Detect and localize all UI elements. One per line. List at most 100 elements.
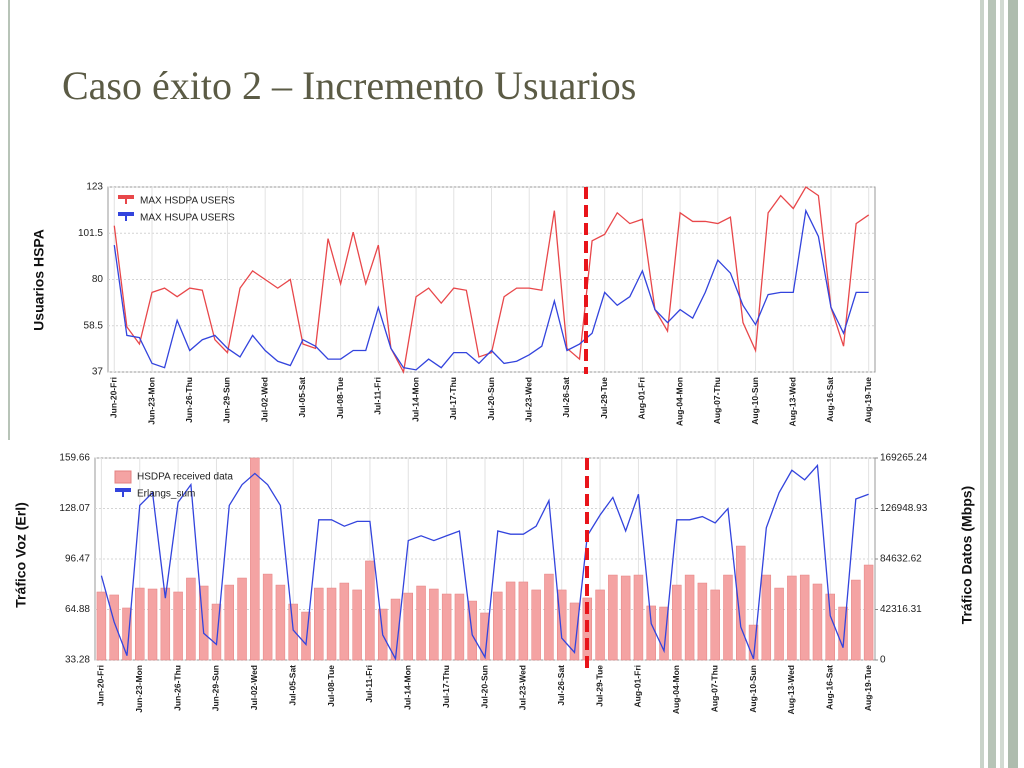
y-tick-label: 96.47 <box>65 554 90 565</box>
x-tick-label: Jul-11-Fri <box>364 665 374 703</box>
y-tick-label: 159.66 <box>59 453 90 464</box>
y-tick-label: 64.88 <box>65 604 90 615</box>
bar <box>544 573 554 661</box>
bar <box>736 545 746 661</box>
bar <box>339 582 350 661</box>
bar <box>275 584 286 661</box>
bar <box>863 564 874 661</box>
series-line <box>100 463 869 662</box>
bar <box>454 593 465 661</box>
x-tick-label: Aug-13-Wed <box>786 665 796 714</box>
legend-label: MAX HSUPA USERS <box>140 213 235 224</box>
bar <box>723 574 733 661</box>
x-tick-label: Jun-29-Sun <box>222 377 232 423</box>
slide-title: Caso éxito 2 – Incremento Usuarios <box>62 63 636 108</box>
legend-swatch <box>114 470 132 484</box>
bar <box>569 602 580 661</box>
x-tick-label: Jun-26-Thu <box>184 377 194 423</box>
bar <box>748 624 759 661</box>
x-tick-label: Aug-16-Sat <box>825 377 835 422</box>
x-tick-label: Aug-16-Sat <box>824 665 834 710</box>
x-tick-label: Jun-20-Fri <box>109 377 119 418</box>
bar <box>646 605 656 661</box>
x-tick-label: Aug-19-Tue <box>863 377 873 423</box>
x-tick-label: Jul-05-Sat <box>297 377 307 418</box>
bar <box>122 607 132 661</box>
y-tick-label: 80 <box>92 274 104 285</box>
bar <box>403 592 414 661</box>
x-tick-label: Jul-29-Tue <box>594 665 604 707</box>
y2-tick-label: 84632.62 <box>880 554 922 565</box>
x-tick-label: Jul-17-Thu <box>441 665 451 708</box>
bar <box>288 603 298 661</box>
bar <box>672 584 682 661</box>
bar <box>633 574 644 661</box>
y2-tick-label: 126948.93 <box>880 503 928 514</box>
legend-label: MAX HSDPA USERS <box>140 196 235 207</box>
x-tick-label: Aug-13-Wed <box>788 377 798 426</box>
bar <box>799 574 810 661</box>
y-tick-label: 123 <box>86 182 103 193</box>
x-tick-label: Jul-08-Tue <box>326 665 336 707</box>
bar <box>160 587 171 661</box>
y2-axis-label: Tráfico Datos (Mbps) <box>959 486 975 624</box>
x-tick-label: Jul-26-Sat <box>561 377 571 418</box>
x-tick-label: Aug-04-Mon <box>674 377 684 426</box>
bar <box>493 591 503 661</box>
x-tick-label: Aug-07-Thu <box>712 377 722 424</box>
x-tick-label: Jul-14-Mon <box>410 377 420 422</box>
bar <box>186 577 196 661</box>
x-tick-label: Aug-19-Tue <box>863 665 873 711</box>
x-tick-label: Jul-23-Wed <box>518 665 528 710</box>
right-decoration <box>978 0 1024 768</box>
bar <box>96 591 107 661</box>
y-tick-label: 58.5 <box>84 320 104 331</box>
bar <box>684 574 695 661</box>
bar <box>620 575 631 661</box>
x-tick-label: Jul-17-Thu <box>448 377 458 420</box>
bar <box>365 560 375 661</box>
bar <box>301 611 311 661</box>
y-axis-label: Usuarios HSPA <box>31 229 47 331</box>
bar <box>851 579 861 661</box>
x-tick-label: Jul-14-Mon <box>403 665 413 710</box>
bar <box>531 589 541 661</box>
x-tick-label: Jul-02-Wed <box>249 665 259 710</box>
bar <box>697 582 708 661</box>
x-tick-label: Jul-08-Tue <box>335 377 345 419</box>
bar <box>710 589 720 661</box>
y-tick-label: 37 <box>92 367 104 378</box>
bar <box>429 588 439 661</box>
bar <box>787 575 797 661</box>
x-tick-label: Jul-05-Sat <box>287 665 297 706</box>
x-tick-label: Jun-29-Sun <box>211 665 221 711</box>
x-tick-label: Jul-20-Sun <box>479 665 489 708</box>
bar <box>135 587 145 661</box>
bar <box>326 587 337 661</box>
bar <box>595 589 605 661</box>
x-tick-label: Aug-04-Mon <box>671 665 681 714</box>
x-tick-label: Aug-01-Fri <box>633 665 643 708</box>
y-tick-label: 101.5 <box>78 228 103 239</box>
x-tick-label: Jul-20-Sun <box>486 377 496 420</box>
bar <box>352 589 362 661</box>
y-axis-label: Tráfico Voz (Erl) <box>13 502 29 608</box>
x-tick-label: Aug-01-Fri <box>637 377 647 420</box>
bar <box>480 612 490 661</box>
bar <box>838 606 848 661</box>
bar <box>556 589 567 661</box>
bar <box>237 577 247 661</box>
bar <box>505 581 516 661</box>
bar <box>314 587 324 661</box>
bar <box>761 574 772 661</box>
y2-tick-label: 169265.24 <box>880 453 928 464</box>
bar <box>825 593 835 661</box>
bar <box>416 585 426 661</box>
y2-tick-label: 0 <box>880 655 886 666</box>
y2-tick-label: 42316.31 <box>880 604 922 615</box>
x-tick-label: Aug-07-Thu <box>709 665 719 712</box>
x-tick-label: Jul-11-Fri <box>373 377 383 415</box>
bar <box>262 573 273 661</box>
y-tick-label: 128.07 <box>59 503 90 514</box>
x-tick-label: Jul-29-Tue <box>599 377 609 419</box>
